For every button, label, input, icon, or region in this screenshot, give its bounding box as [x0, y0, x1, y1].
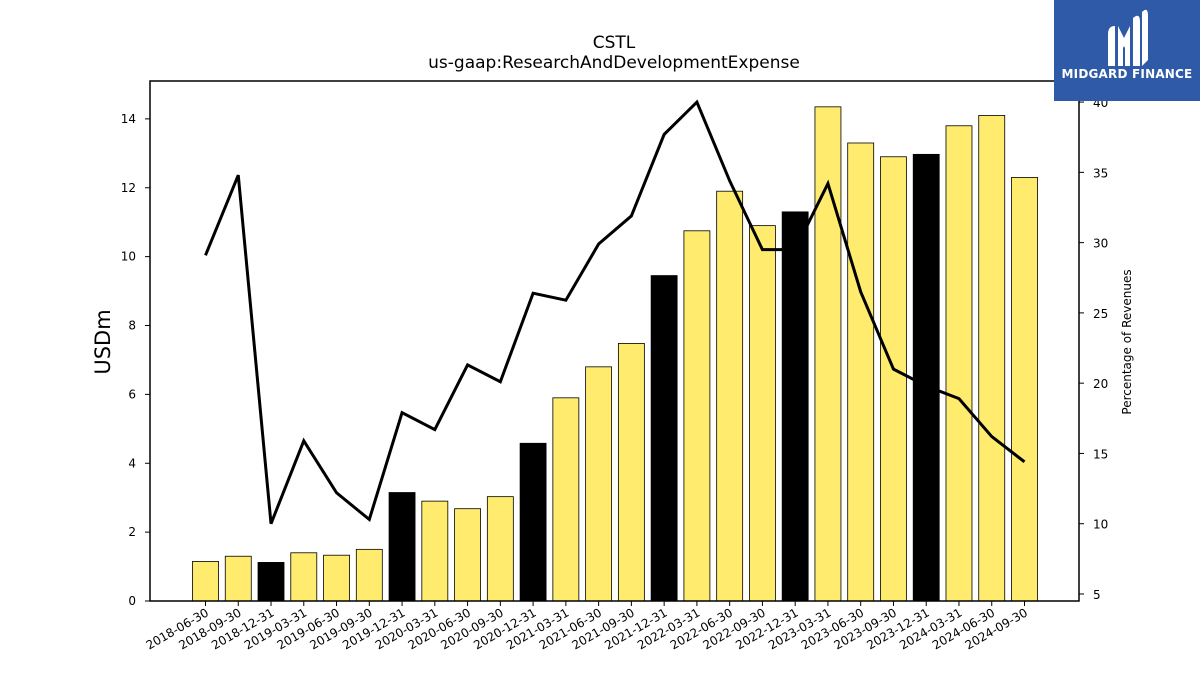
chart-title: CSTL: [593, 33, 636, 53]
bar: [749, 225, 776, 602]
bar: [355, 548, 383, 602]
chart-subtitle: us-gaap:ResearchAndDevelopmentExpense: [428, 53, 800, 73]
y-tick-label: 10: [121, 250, 136, 264]
axes: [149, 80, 1080, 602]
logo-mark-icon: [1108, 9, 1148, 66]
bar: [421, 500, 449, 602]
bar: [552, 397, 580, 602]
bar: [781, 211, 809, 602]
bar: [585, 366, 613, 602]
line-series: [204, 99, 1026, 525]
y-tick-label: 12: [121, 181, 136, 195]
bar: [716, 190, 744, 602]
percentage-line: [204, 99, 1026, 525]
bar: [847, 142, 875, 602]
x-axis-ticks: 2018-06-302018-09-302018-12-312019-03-31…: [144, 601, 1030, 652]
midgard-finance-logo: MIDGARD FINANCE: [1054, 0, 1200, 101]
y-axis-label: USDm: [91, 309, 115, 374]
bar-series: [192, 106, 1038, 602]
plot-frame: [149, 80, 1080, 602]
y2-tick-label: 10: [1093, 518, 1108, 532]
bar: [224, 555, 252, 602]
bar: [880, 156, 907, 602]
bar: [257, 562, 285, 602]
y-tick-label: 4: [128, 456, 136, 470]
bar: [290, 552, 318, 602]
bar: [978, 115, 1006, 602]
y2-tick-label: 30: [1093, 237, 1108, 251]
bar: [617, 343, 645, 602]
logo-text: MIDGARD FINANCE: [1061, 67, 1193, 81]
bar: [683, 230, 711, 602]
y2-tick-label: 5: [1093, 588, 1101, 602]
y-axis-ticks: 0 2 4 6 8 10 12 14: [121, 112, 150, 608]
bar: [323, 554, 350, 602]
bar: [519, 442, 547, 602]
bar: [388, 492, 416, 602]
y-tick-label: 6: [128, 387, 136, 401]
y2-axis-label: Percentage of Revenues: [1120, 269, 1134, 414]
bar: [814, 106, 842, 602]
y2-tick-label: 35: [1093, 166, 1108, 180]
y2-tick-label: 20: [1093, 377, 1108, 391]
y-tick-label: 8: [128, 319, 136, 333]
bar: [912, 153, 940, 602]
bar: [650, 275, 678, 602]
y-tick-label: 14: [121, 112, 136, 126]
y2-tick-label: 25: [1093, 307, 1108, 321]
y-tick-label: 2: [128, 525, 136, 539]
y-tick-label: 0: [128, 594, 136, 608]
bar: [1011, 177, 1038, 602]
bar: [454, 508, 481, 602]
bar: [486, 496, 514, 602]
bar: [945, 125, 973, 602]
y2-tick-label: 15: [1093, 447, 1108, 461]
bar: [192, 561, 219, 602]
